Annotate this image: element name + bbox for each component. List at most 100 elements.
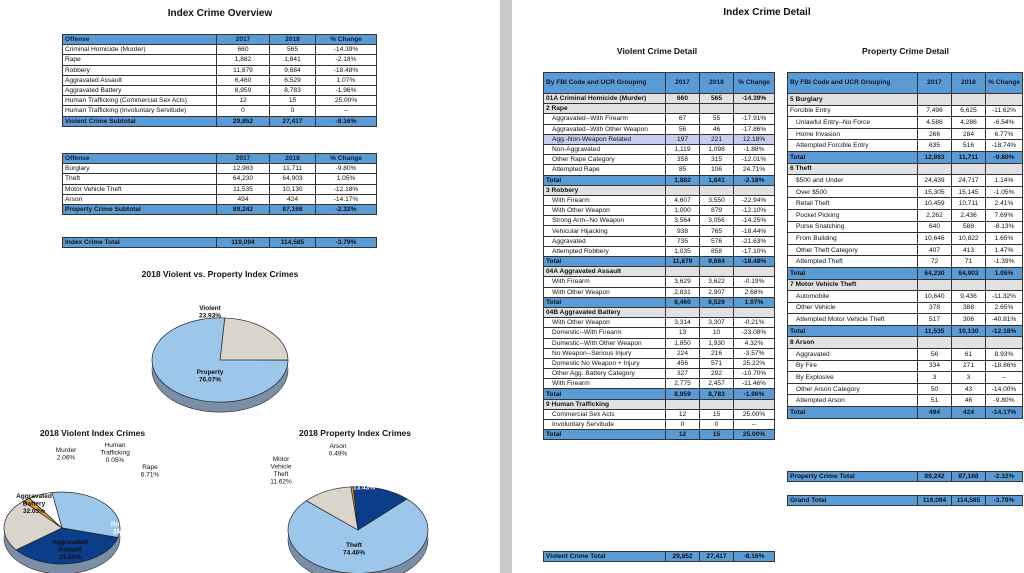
- cell-2017: 224: [665, 347, 700, 359]
- cell-label: With Other Weapon: [543, 286, 666, 298]
- cell-2017: 29,852: [216, 115, 270, 127]
- cell-change: -14.39%: [315, 44, 377, 56]
- cell-label: 5 Burglary: [787, 93, 918, 106]
- cell-2018: 516: [951, 139, 986, 152]
- cell-2017: 1,882: [216, 54, 270, 66]
- cell-2018: 46: [699, 123, 734, 135]
- table-header-row: Offense 2017 2018% Change: [62, 152, 377, 165]
- pie-value-property: 76.07%: [199, 377, 221, 384]
- cell-2018: 565: [269, 44, 316, 56]
- total-row: Total 6,460 6,529 1.07%: [543, 296, 775, 308]
- cell-label: 01A Criminal Homicide (Murder): [543, 92, 666, 105]
- overview-violent-table: Offense 2017 2018% Change Criminal Homicide…: [62, 33, 377, 127]
- table-row: Attempted Arson 51 46 -9.80%: [787, 394, 1023, 408]
- table-row: Retail Theft 10,459 10,711 2.41%: [787, 197, 1023, 210]
- cell-change: 1.07%: [315, 74, 377, 86]
- cell-2018: 2018: [269, 33, 316, 46]
- cell-2018: [699, 103, 734, 115]
- cell-2017: 2017: [917, 72, 952, 94]
- cell-2018: 284: [951, 127, 986, 141]
- cell-2018: 9,436: [951, 290, 986, 303]
- table-row: No Weapon--Serious Injury 224 216 -3.57%: [543, 347, 775, 359]
- cell-change: -18.86%: [985, 359, 1023, 373]
- cell-change: -14.17%: [985, 406, 1023, 419]
- cell-change: -3.57%: [733, 347, 775, 359]
- grand-total-2017: 119,094: [917, 494, 952, 507]
- cell-2018: 388: [951, 301, 986, 315]
- cell-2017: 1,000: [665, 205, 700, 217]
- cell-2018: [951, 162, 986, 176]
- property-crime-total-change: -2.32%: [985, 470, 1023, 483]
- cell-label: By Explosive: [787, 371, 918, 384]
- cell-2017: 12: [665, 408, 700, 421]
- cell-2017: 735: [665, 235, 700, 247]
- cell-2017: 2,262: [917, 208, 952, 222]
- cell-label: Involuntary Servitude: [543, 418, 666, 431]
- cell-change: -11.32%: [985, 290, 1023, 303]
- cell-2017: 0: [665, 418, 700, 431]
- property-crime-total-table: Property Crime Total 89,242 87,168 -2.32…: [787, 470, 1023, 483]
- cell-change: -17.91%: [733, 113, 775, 125]
- pie-value-violent: 23.93%: [199, 313, 221, 320]
- table-row: Automobile 10,640 9,436 -11.32%: [787, 290, 1023, 303]
- cell-label: No Weapon--Serious Injury: [543, 347, 666, 359]
- cell-2018: 10: [699, 327, 734, 339]
- cell-2018: [699, 306, 734, 319]
- table-row: Human Trafficking (Commercial Sex Acts) 1…: [62, 95, 377, 107]
- cell-change: [985, 93, 1023, 106]
- cell-2018: 64,903: [951, 266, 986, 280]
- cell-label: By Fire: [787, 359, 918, 373]
- table-row: Pocket Picking 2,262 2,436 7.69%: [787, 208, 1023, 222]
- pie-label-burglary: Burglary: [351, 477, 378, 484]
- cell-change: 1.47%: [985, 243, 1023, 257]
- cell-change: -2.32%: [315, 203, 377, 216]
- cell-2018: 3: [951, 371, 986, 384]
- pie-label-aggravated-assault: Assault: [58, 547, 82, 554]
- cell-change: 12.18%: [733, 133, 775, 145]
- cell-2017: 266: [917, 127, 952, 141]
- cell-2017: [917, 162, 952, 176]
- cell-2017: 334: [917, 359, 952, 373]
- cell-change: -14.00%: [985, 382, 1023, 396]
- page-gutter: [500, 0, 512, 573]
- cell-2017: 2,775: [665, 378, 700, 390]
- cell-2017: 67: [665, 113, 700, 125]
- cell-2018: 571: [699, 357, 734, 370]
- cell-2018: 11,711: [951, 150, 986, 164]
- cell-2018: 2,436: [951, 208, 986, 222]
- pie-slice-theft: [287, 498, 429, 573]
- cell-2017: 1,119: [665, 143, 700, 156]
- cell-label: Theft: [62, 173, 217, 185]
- total-row: Total 8,959 8,783 -1.96%: [543, 388, 775, 400]
- cell-change: 1.07%: [733, 296, 775, 308]
- cell-2018: 24,717: [951, 174, 986, 187]
- cell-change: -11.46%: [733, 378, 775, 390]
- cell-2018: 87,168: [269, 203, 316, 216]
- total-row: Total 11,535 10,130 -12.18%: [787, 324, 1023, 338]
- table-row: Attempted Theft 72 71 -1.39%: [787, 255, 1023, 268]
- property-index-pie: Burglary13.43%Theft74.46%MotorVehicleThe…: [270, 443, 429, 573]
- table-row: Other Theft Category 407 413 1.47%: [787, 243, 1023, 257]
- cell-2017: 1,882: [665, 174, 700, 186]
- cell-2017: 51: [917, 394, 952, 408]
- table-row: Other Rape Category 358 315 -12.01%: [543, 154, 775, 166]
- cell-2018: [951, 278, 986, 292]
- cell-label: 2 Rape: [543, 103, 666, 115]
- cell-2017: 7,496: [917, 104, 952, 118]
- cell-2017: 327: [665, 368, 700, 380]
- cell-2017: 85: [665, 164, 700, 176]
- cell-2017: [665, 306, 700, 319]
- cell-change: -8.16%: [315, 115, 377, 127]
- subtotal-row: Property Crime Subtotal 89,242 87,168 -2.32…: [62, 203, 377, 216]
- index-total-2017: 119,094: [216, 236, 270, 249]
- violent-crime-total-table: Violent Crime Total 29,852 27,417 -8.16%: [543, 550, 775, 563]
- cell-2018: 424: [269, 193, 316, 205]
- cell-label: Over $500: [787, 185, 918, 199]
- pie-slice-violent: [219, 317, 289, 361]
- cell-2017: 11,879: [216, 64, 270, 76]
- cell-change: -11.62%: [985, 104, 1023, 118]
- cell-change: % Change: [315, 152, 377, 165]
- group-row: 01A Criminal Homicide (Murder) 660 565 -14.…: [543, 92, 775, 105]
- index-total-label: Index Crime Total: [62, 236, 217, 249]
